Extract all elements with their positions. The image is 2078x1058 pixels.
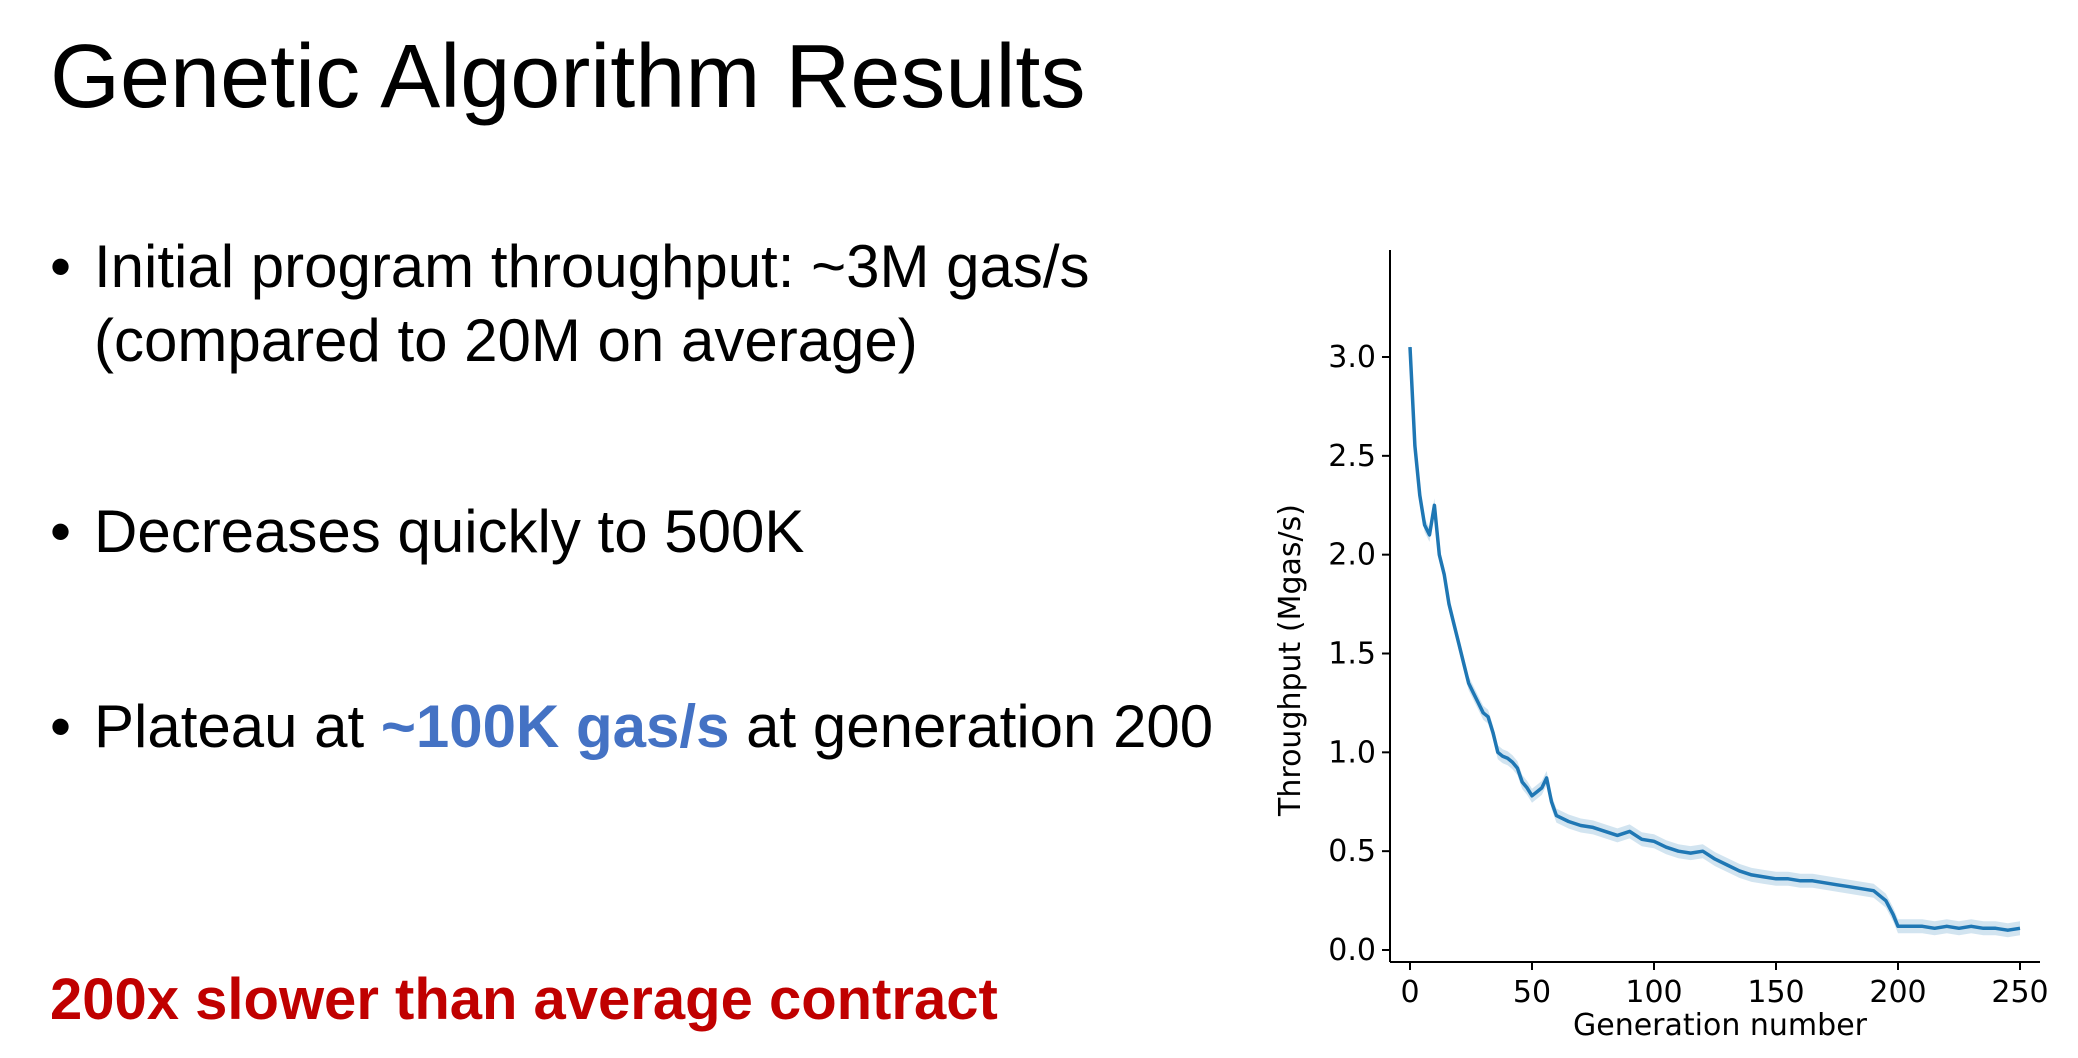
y-tick-label: 1.5 [1328,637,1376,672]
bullet-initial-throughput: Initial program throughput: ~3M gas/s (c… [50,230,1274,378]
plateau-suffix: at generation 200 [729,693,1214,760]
x-tick-label: 150 [1747,975,1804,1010]
y-tick-label: 3.0 [1328,340,1376,375]
series-line-throughput [1408,347,2021,932]
y-tick-label: 0.0 [1328,933,1376,968]
conclusion-text: 200x slower than average contract [50,967,998,1032]
x-tick-label: 100 [1625,975,1682,1010]
bullet-plateau: Plateau at ~100K gas/s at generation 200 [50,690,1244,764]
x-tick-label: 200 [1869,975,1926,1010]
plateau-prefix: Plateau at [94,693,381,760]
x-tick-label: 50 [1513,975,1551,1010]
bullet-decrease: Decreases quickly to 500K [50,495,804,569]
y-axis-label: Throughput (Mgas/s) [1273,504,1308,817]
y-tick-label: 2.0 [1328,538,1376,573]
throughput-chart: 0 50 100 150 200 250 0.0 0.5 1.0 1.5 2.0 2.5 3.0 Gene… [1240,250,2078,1053]
x-tick-label: 250 [1991,975,2048,1010]
series-confidence-band [1410,340,2020,938]
slide-title: Genetic Algorithm Results [50,27,1086,127]
x-tick-label: 0 [1400,975,1419,1010]
x-axis-label: Generation number [1573,1008,1868,1043]
y-tick-label: 1.0 [1328,735,1376,770]
y-tick-label: 2.5 [1328,439,1376,474]
chart-svg: 0 50 100 150 200 250 0.0 0.5 1.0 1.5 2.0 2.5 3.0 Gene… [1273,250,2049,1043]
plateau-highlight: ~100K gas/s [380,693,730,760]
y-tick-label: 0.5 [1328,834,1376,869]
